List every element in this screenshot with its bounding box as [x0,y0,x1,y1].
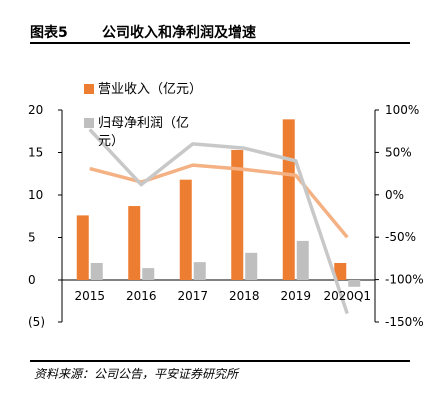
legend-label-net-profit: 元） [98,134,124,149]
net-profit-bar [296,240,309,280]
left-tick-label: 0 [28,273,36,287]
right-tick-label: 50% [385,145,412,159]
net-profit-bar [245,252,258,280]
revenue-bar [128,206,141,280]
source-note: 资料来源：公司公告，平安证券研究所 [34,367,239,381]
x-tick-label: 2017 [177,289,208,303]
left-tick-label: 15 [28,146,43,160]
legend-swatch-net-profit [84,118,94,128]
legend-label-revenue: 营业收入（亿元） [98,82,202,97]
x-tick-label: 2020Q1 [323,289,371,303]
left-tick-label: (5) [28,315,45,329]
net-profit-bar [90,263,103,280]
net-profit-bar [348,280,361,287]
net-profit-bar [142,268,155,280]
left-tick-label: 20 [28,103,43,117]
x-tick-label: 2015 [74,289,105,303]
legend-swatch-revenue [84,84,94,94]
header-rule [30,42,410,44]
revenue-bar [231,149,244,280]
right-tick-label: -50% [385,230,416,244]
figure-number: 图表5 [30,25,68,41]
left-tick-label: 5 [28,231,36,245]
right-tick-label: 100% [385,103,419,117]
x-tick-label: 2018 [229,289,260,303]
x-tick-label: 2016 [126,289,157,303]
legend-label-net-profit: 归母净利润（亿 [98,116,189,131]
figure-title: 公司收入和净利润及增速 [102,25,256,41]
revenue-bar [179,179,192,280]
revenue-bar [334,263,347,280]
revenue-bar [282,119,295,280]
net-profit-bar [193,262,206,280]
right-tick-label: -150% [385,315,424,329]
right-tick-label: 0% [385,188,404,202]
x-tick-label: 2019 [280,289,311,303]
right-tick-label: -100% [385,273,424,287]
footer-rule [30,360,410,362]
revenue-bar [76,215,89,280]
left-tick-label: 10 [28,188,43,202]
net-profit-growth-line [88,128,349,315]
figure-header: 图表5 公司收入和净利润及增速 [30,22,410,42]
